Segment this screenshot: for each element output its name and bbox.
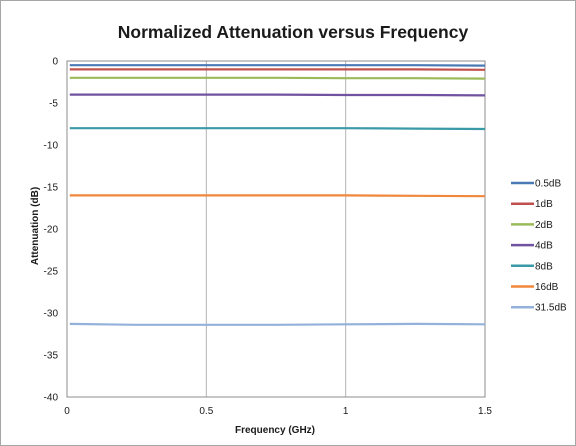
plot-area: 0 0.5 1 1.5 0 -5 -10 -15 -20 -25 -30 -35 -40 <box>44 57 493 418</box>
legend-label-31.5dB: 31.5dB <box>535 303 567 314</box>
y-tick-label: -40 <box>44 393 59 404</box>
series-line-31.5dB <box>69 322 486 326</box>
y-tick-label: -20 <box>44 225 59 236</box>
y-tick-label: -5 <box>49 99 58 110</box>
legend-label-8dB: 8dB <box>535 261 553 272</box>
series-line-2dB <box>69 76 486 80</box>
series-line-4dB <box>69 93 486 97</box>
y-tick-label: 0 <box>52 57 58 68</box>
legend-label-1dB: 1dB <box>535 199 553 210</box>
chart-title: Normalized Attenuation versus Frequency <box>118 22 469 42</box>
series-line-16dB <box>69 194 486 198</box>
y-tick-label: -35 <box>44 351 59 362</box>
y-axis-title: Attenuation (dB) <box>30 187 41 265</box>
y-tick-label: -15 <box>44 183 59 194</box>
legend-label-4dB: 4dB <box>535 241 553 252</box>
legend-label-0.5dB: 0.5dB <box>535 179 561 190</box>
x-tick-label: 0 <box>64 406 70 417</box>
legend-label-2dB: 2dB <box>535 220 553 231</box>
y-tick-label: -10 <box>44 141 59 152</box>
y-tick-label: -25 <box>44 267 59 278</box>
x-tick-label: 1 <box>343 406 349 417</box>
legend-label-16dB: 16dB <box>535 282 559 293</box>
x-axis-title: Frequency (GHz) <box>235 425 315 436</box>
legend: 0.5dB 1dB 2dB 4dB 8dB 16dB 31.5dB <box>511 179 567 314</box>
x-tick-label: 1.5 <box>478 406 492 417</box>
series-line-8dB <box>69 127 486 131</box>
x-tick-label: 0.5 <box>199 406 213 417</box>
y-tick-label: -30 <box>44 309 59 320</box>
plot-border <box>66 60 486 398</box>
